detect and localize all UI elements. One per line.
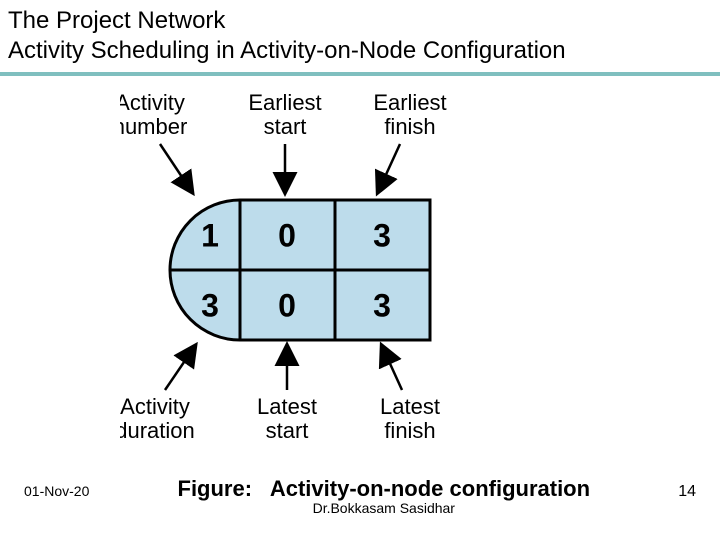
title-block: The Project Network Activity Scheduling … [0,0,720,70]
cell-top-left: 1 [201,217,219,253]
title-line-2: Activity Scheduling in Activity-on-Node … [8,36,712,66]
footer: 01-Nov-20 Figure: Activity-on-node confi… [0,476,720,520]
arrow-act-num [160,144,192,192]
label-latest-finish-l1: Latest [380,394,440,419]
label-earliest-start-l1: Earliest [248,90,321,115]
label-activity-duration-l1: Activity [120,394,190,419]
arrow-dur [165,346,195,390]
label-latest-finish-l2: finish [384,418,435,443]
label-activity-number-l1: Activity [120,90,185,115]
title-underline [0,72,720,76]
label-earliest-finish-l1: Earliest [373,90,446,115]
footer-author: Dr.Bokkasam Sasidhar [313,500,455,516]
cell-top-right: 3 [373,217,391,253]
diagram-svg: Activity number Earliest start Earliest … [120,90,540,450]
caption-text: Activity-on-node configuration [270,476,590,501]
footer-date: 01-Nov-20 [24,483,89,499]
label-activity-duration-l2: duration [120,418,195,443]
title-line-1: The Project Network [8,6,712,36]
arrow-lf [382,346,402,390]
footer-page: 14 [678,483,696,501]
label-earliest-finish-l2: finish [384,114,435,139]
label-latest-start-l1: Latest [257,394,317,419]
label-earliest-start-l2: start [264,114,307,139]
cell-top-mid: 0 [278,217,296,253]
cell-bot-mid: 0 [278,287,296,323]
caption-wrap: Figure: Activity-on-node configuration D… [89,476,678,520]
label-activity-number-l2: number [120,114,187,139]
aon-diagram: Activity number Earliest start Earliest … [120,90,540,450]
label-latest-start-l2: start [266,418,309,443]
cell-bot-right: 3 [373,287,391,323]
cell-bot-left: 3 [201,287,219,323]
caption-prefix: Figure: [178,476,253,501]
arrow-ef [378,144,400,192]
